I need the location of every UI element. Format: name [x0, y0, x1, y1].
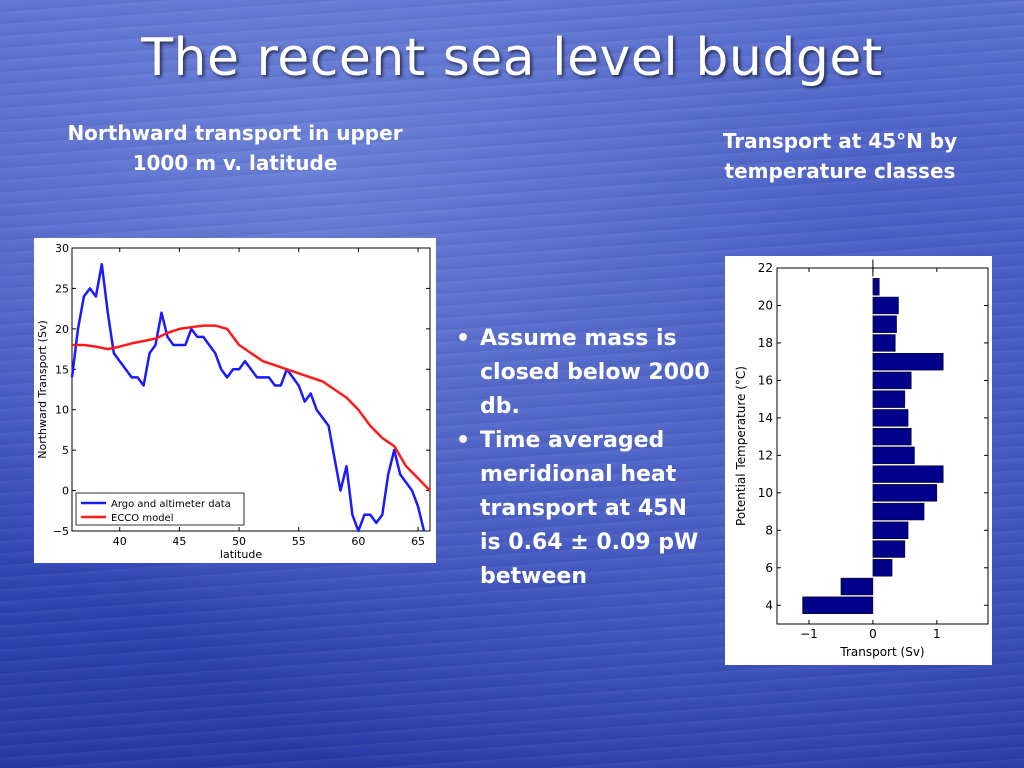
- temperature-bar: [872, 296, 899, 315]
- temperature-bar: [840, 577, 874, 596]
- bullet-dot-icon: •: [456, 428, 471, 453]
- x-tick-label: 40: [113, 535, 127, 548]
- x-axis-label: latitude: [220, 548, 262, 561]
- y-tick-label: 10: [55, 404, 69, 417]
- y-tick-label: 18: [758, 336, 773, 350]
- x-tick-label: 50: [232, 535, 246, 548]
- legend-label: ECCO model: [111, 513, 173, 524]
- y-tick-label: 25: [55, 282, 69, 295]
- x-tick-label: 60: [351, 535, 365, 548]
- temperature-bar: [872, 390, 906, 408]
- temperature-bar: [802, 596, 874, 614]
- y-tick-label: 16: [758, 373, 773, 387]
- bullet-text: Assume mass is closed below 2000 db.: [480, 326, 710, 419]
- y-tick-label: 12: [758, 448, 773, 462]
- temperature-bar: [872, 521, 909, 539]
- x-tick-label: 65: [411, 535, 425, 548]
- y-tick-label: 6: [765, 561, 773, 575]
- temperature-bar: [872, 502, 925, 521]
- temperature-bar: [872, 427, 912, 446]
- temperature-bar: [872, 446, 915, 465]
- temperature-bar: [872, 278, 880, 296]
- temperature-bar: [872, 465, 944, 483]
- x-tick-label: 0: [869, 627, 877, 641]
- temperature-bar: [872, 371, 912, 390]
- y-tick-label: −5: [53, 525, 69, 538]
- temperature-bar: [872, 484, 938, 502]
- transport-latitude-chart-panel: 40 45 50 55 60 65 −5 0 5 10 15 20 25 30 latitude Northw…: [34, 238, 436, 563]
- x-tick-label: 45: [172, 535, 186, 548]
- y-tick-label: 15: [55, 363, 69, 376]
- y-tick-label: 5: [62, 444, 69, 457]
- bullet-list: • Assume mass is closed below 2000 db. • T…: [452, 322, 714, 594]
- legend-box: [75, 492, 245, 526]
- bullet-text: Time averaged meridional heat transport …: [480, 428, 699, 589]
- y-tick-label: 8: [765, 523, 773, 537]
- x-tick-label: 1: [933, 627, 941, 641]
- legend-label: Argo and altimeter data: [111, 499, 231, 510]
- transport-latitude-chart: 40 45 50 55 60 65 −5 0 5 10 15 20 25 30 latitude Northw…: [36, 242, 431, 561]
- temperature-bar: [872, 334, 896, 352]
- bullet-item: • Assume mass is closed below 2000 db.: [452, 322, 714, 424]
- slide-title: The recent sea level budget: [141, 28, 883, 88]
- x-axis-label: Transport (Sv): [839, 645, 924, 659]
- temperature-bar: [872, 409, 909, 427]
- y-axis-label: Northward Transport (Sv): [36, 320, 49, 459]
- temperature-bar: [872, 540, 906, 558]
- left-chart-caption: Northward transport in upper 1000 m v. l…: [67, 121, 403, 175]
- y-tick-label: 20: [55, 323, 69, 336]
- temperature-bar: [872, 315, 897, 333]
- ecco-series-line: [72, 324, 431, 492]
- temperature-bar: [872, 353, 944, 371]
- bullet-dot-icon: •: [456, 326, 471, 351]
- y-tick-label: 30: [55, 242, 69, 255]
- x-tick-label: 55: [292, 535, 306, 548]
- temperature-class-chart-panel: −1 0 1 4 6 8 10 12 14 16 18 20 22 Transport (Sv) Poten…: [725, 256, 992, 665]
- temperature-bar: [872, 559, 893, 577]
- y-tick-label: 22: [758, 261, 773, 275]
- bullet-item: • Time averaged meridional heat transport…: [452, 424, 714, 594]
- x-tick-label: −1: [800, 627, 818, 641]
- y-tick-label: 4: [765, 598, 773, 612]
- y-tick-label: 14: [758, 411, 773, 425]
- y-tick-label: 0: [62, 485, 69, 498]
- y-tick-label: 20: [758, 298, 773, 312]
- argo-series-line: [70, 262, 426, 533]
- y-axis-label: Potential Temperature (°C): [734, 366, 748, 526]
- right-chart-caption: Transport at 45°N by temperature classes: [722, 129, 958, 183]
- y-tick-label: 10: [758, 486, 773, 500]
- plot-frame: [71, 247, 431, 532]
